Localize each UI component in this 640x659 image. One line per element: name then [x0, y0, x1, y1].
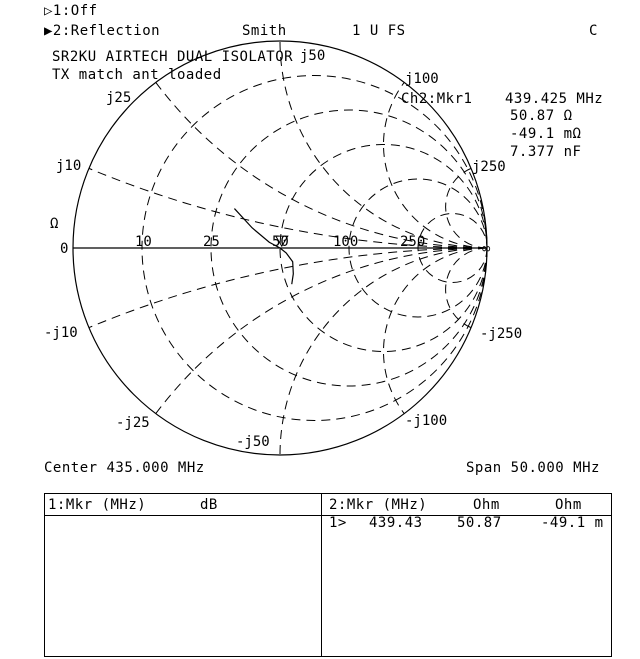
marker-table: 1:Mkr (MHz) dB 2:Mkr (MHz) Ohm Ohm 1> 43…	[44, 493, 612, 657]
r-label: 0	[60, 241, 68, 257]
reactance-arc	[383, 247, 488, 414]
table-row-r: 50.87	[457, 515, 502, 531]
reactance-arc	[279, 40, 488, 249]
span-frequency[interactable]: Span 50.000 MHz	[466, 460, 600, 476]
marker-equivalent: 7.377 nF	[510, 144, 582, 160]
reactance-label: j250	[472, 159, 506, 175]
title-line2: TX match ant loaded	[52, 67, 222, 83]
marker-triangle	[274, 235, 289, 248]
table-row-marker: 1>	[329, 515, 347, 531]
right-header-mkr: 2:Mkr (MHz)	[329, 497, 428, 513]
reactance-arc	[383, 82, 488, 249]
table-divider	[45, 515, 611, 516]
reactance-label: -j100	[405, 413, 447, 429]
r-label: 25	[203, 234, 220, 250]
reactance-label: j25	[106, 90, 131, 106]
reactance-label: -j250	[480, 326, 522, 342]
table-row-freq: 439.43	[369, 515, 423, 531]
unit-label: Ω	[50, 216, 58, 232]
reactance-label: -j50	[236, 434, 270, 450]
reactance-arc	[445, 167, 488, 249]
left-header-unit: dB	[200, 497, 218, 513]
reactance-arc	[88, 167, 488, 249]
reactance-label: -j10	[44, 325, 78, 341]
right-header-unit1: Ohm	[473, 497, 500, 513]
reactance-arc	[279, 247, 488, 456]
format-label: Smith	[242, 23, 287, 39]
table-divider	[321, 494, 322, 656]
marker-label: Ch2:Mkr1	[401, 91, 473, 107]
channel2-status[interactable]: ▶2:Reflection	[44, 23, 161, 39]
reactance-arc	[88, 247, 488, 329]
marker-resistance: 50.87 Ω	[510, 108, 573, 124]
reactance-label: j50	[300, 48, 325, 64]
marker-reactance: -49.1 mΩ	[510, 126, 582, 142]
reactance-label: j100	[405, 71, 439, 87]
reactance-arc	[155, 82, 488, 249]
reactance-label: -j25	[116, 415, 150, 431]
table-row-x: -49.1 m	[541, 515, 604, 531]
r-label: 250	[400, 234, 425, 250]
reactance-label: j10	[56, 158, 81, 174]
r-label: 100	[333, 234, 358, 250]
center-frequency[interactable]: Center 435.000 MHz	[44, 460, 205, 476]
title-line1: SR2KU AIRTECH DUAL ISOLATOR	[52, 49, 294, 65]
r-label: ∞	[482, 241, 491, 257]
trace	[233, 208, 294, 285]
reactance-arc	[445, 247, 488, 329]
left-header-mkr: 1:Mkr (MHz)	[48, 497, 147, 513]
reactance-arc	[155, 247, 488, 414]
marker-frequency: 439.425 MHz	[505, 91, 604, 107]
r-label: 10	[135, 234, 152, 250]
right-header-unit2: Ohm	[555, 497, 582, 513]
correction-flag: C	[589, 23, 598, 39]
scale-label: 1 U FS	[352, 23, 406, 39]
channel1-status[interactable]: ▷1:Off	[44, 3, 98, 19]
